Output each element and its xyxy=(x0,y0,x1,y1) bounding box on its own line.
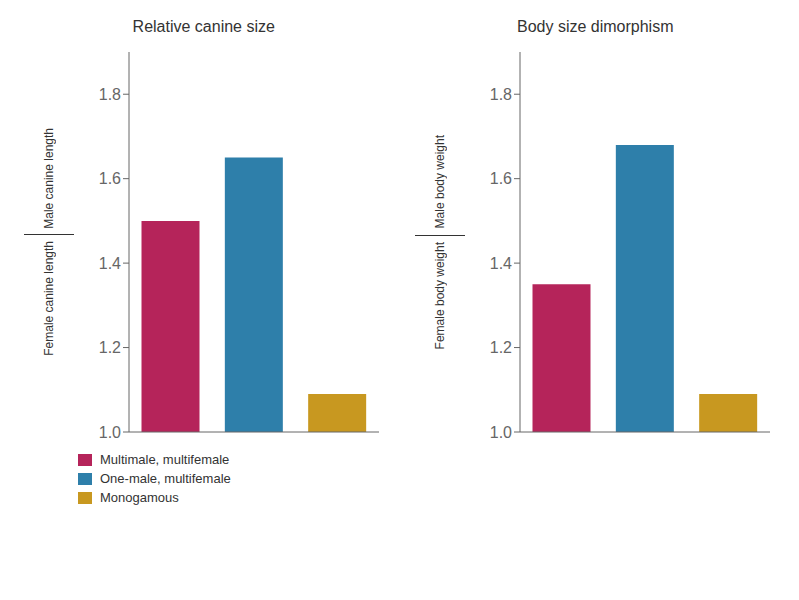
html-text:Female body weight: Female body weight xyxy=(433,241,448,349)
svg-text:1.4: 1.4 xyxy=(99,255,121,272)
html-text:Female canine length: Female canine length xyxy=(41,241,56,357)
html-text:Body size dimorphism: Body size dimorphism xyxy=(517,18,674,35)
html-text:Relative canine size: Relative canine size xyxy=(132,18,275,35)
html-text:Male canine length: Male canine length xyxy=(41,127,56,229)
html-text:Multimale, multifemale: Multimale, multifemale xyxy=(100,452,230,467)
html-text:One-male, multifemale: One-male, multifemale xyxy=(100,471,231,486)
svg-text:1.8: 1.8 xyxy=(99,86,121,103)
html-text:Male body weight: Male body weight xyxy=(433,135,448,229)
svg-text:1.8: 1.8 xyxy=(490,86,512,103)
svg-text:1.6: 1.6 xyxy=(99,170,121,187)
html-text:Monogamous: Monogamous xyxy=(100,490,179,505)
svg-text:1.2: 1.2 xyxy=(490,339,512,356)
svg-text:1.2: 1.2 xyxy=(99,339,121,356)
svg-text:1.0: 1.0 xyxy=(490,424,512,441)
svg-text:1.4: 1.4 xyxy=(490,255,512,272)
svg-text:1.6: 1.6 xyxy=(490,170,512,187)
svg-text:1.0: 1.0 xyxy=(99,424,121,441)
